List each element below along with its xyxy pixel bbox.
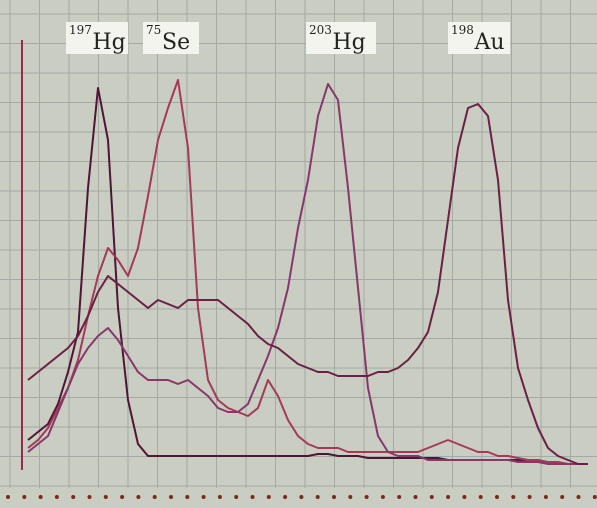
label-card [448, 22, 510, 54]
label-mass: 75 [146, 23, 161, 37]
isotope-label: 197 Hg [66, 22, 128, 55]
sprocket-dot [185, 495, 190, 499]
sprocket-dot [266, 495, 271, 499]
sprocket-dot [71, 495, 76, 499]
sprocket-dot [250, 495, 255, 499]
label-mass: 197 [69, 23, 92, 37]
sprocket-dot [446, 495, 451, 499]
sprocket-dot [38, 495, 43, 499]
sprocket-dot [169, 495, 173, 499]
sprocket-dot [397, 495, 402, 499]
label-card [143, 22, 199, 54]
trace [27, 79, 588, 465]
sprocket-dot [234, 495, 239, 499]
sprocket-dot [511, 495, 516, 499]
sprocket-dot [87, 495, 92, 499]
trace [27, 83, 588, 465]
sprocket-dot [54, 495, 59, 499]
label-card [306, 22, 376, 54]
sprocket-dot [332, 495, 336, 499]
isotope-label: 198 Au [448, 22, 510, 55]
trace [27, 103, 588, 465]
sprocket-dot [495, 495, 499, 499]
sprocket-dot [152, 495, 157, 499]
label-symbol: Hg [333, 30, 366, 55]
label-symbol: Au [474, 30, 505, 55]
sprocket-dot [592, 495, 597, 499]
sprocket-dot [380, 495, 385, 499]
isotope-label: 75 Se [143, 22, 199, 55]
sprocket-dot [527, 495, 532, 499]
sprocket-dot [217, 495, 222, 499]
sprocket-dot [364, 495, 369, 499]
label-symbol: Hg [93, 30, 126, 55]
sprocket-dot [22, 495, 27, 499]
sprocket-dot [462, 495, 467, 499]
sprocket-dot [315, 495, 320, 499]
sprocket-dot [299, 495, 304, 499]
sprocket-dot [413, 495, 418, 499]
sprocket-dot [429, 495, 434, 499]
sprocket-dot [103, 495, 108, 499]
sprocket-dot [201, 495, 206, 499]
label-symbol: Se [162, 30, 190, 55]
sprocket-dot [478, 495, 483, 499]
isotope-label: 203 Hg [306, 22, 376, 55]
sprocket-dot [6, 495, 10, 499]
sprocket-dot [120, 495, 125, 499]
sprocket-dot [283, 495, 288, 499]
sprocket-dot [136, 495, 141, 499]
sprocket-dot [543, 495, 548, 499]
label-mass: 203 [309, 23, 332, 37]
sprocket-dot [576, 495, 581, 499]
sprocket-dot [560, 495, 565, 499]
label-mass: 198 [451, 23, 474, 37]
sprocket-dot [348, 495, 353, 499]
label-card [66, 22, 128, 54]
